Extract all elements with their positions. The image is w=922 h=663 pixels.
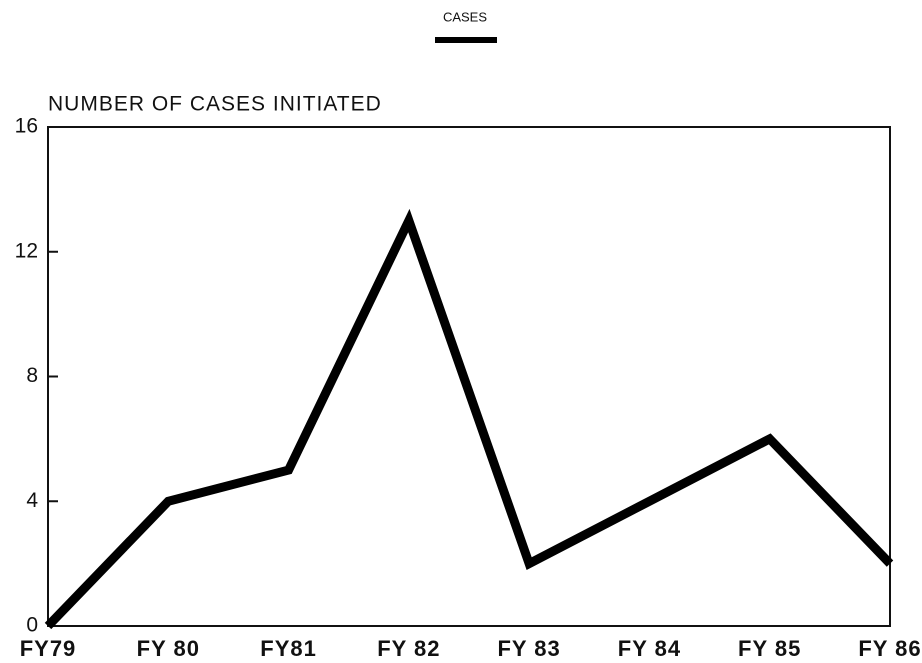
line: [44, 208, 894, 630]
y-tick-label: 12: [15, 239, 38, 262]
x-tick-label: FY 86: [858, 636, 921, 661]
x-tick-label: FY 85: [738, 636, 801, 661]
x-tick-label: FY 82: [377, 636, 440, 661]
legend-label: CASES: [443, 9, 487, 24]
x-tick-label: FY 80: [137, 636, 200, 661]
x-tick-label: FY81: [260, 636, 317, 661]
x-tick-label: FY 84: [618, 636, 681, 661]
x-tick-label: FY 83: [497, 636, 560, 661]
y-tick-label: 4: [26, 489, 38, 512]
x-tick-label: FY79: [20, 636, 77, 661]
y-tick-label: 16: [15, 115, 38, 138]
plot-frame: [47, 126, 891, 627]
y-tick-label: 8: [26, 364, 38, 387]
y-axis-label: NUMBER OF CASES INITIATED: [48, 93, 382, 116]
y-tick-label: 0: [26, 614, 38, 637]
